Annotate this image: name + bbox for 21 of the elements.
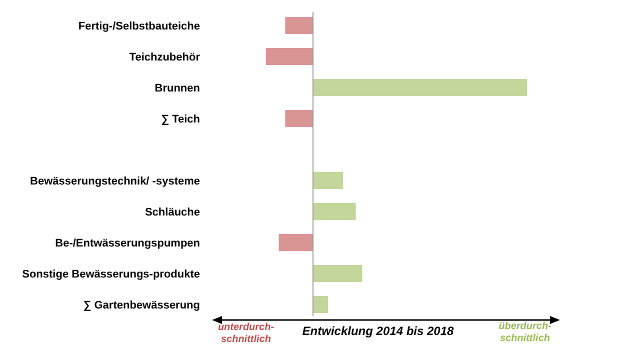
bar — [266, 48, 313, 65]
bar — [313, 203, 356, 220]
y-tick-label: Be-/Entwässerungspumpen — [55, 238, 200, 250]
bar — [313, 79, 527, 96]
bar — [285, 17, 313, 34]
y-tick-label: Teichzubehör — [129, 52, 201, 64]
y-tick-label: Bewässerungstechnik/ -systeme — [30, 176, 200, 188]
bar — [285, 110, 313, 127]
y-tick-label: Schläuche — [144, 206, 200, 218]
bar — [313, 265, 362, 282]
y-tick-label: ∑ Gartenbewässerung — [83, 300, 200, 312]
x-axis-title: Entwicklung 2014 bis 2018 — [302, 324, 454, 338]
bar — [278, 234, 313, 251]
text: überdurch- schnittlich — [498, 321, 552, 344]
bar — [313, 172, 343, 189]
y-tick-label: Fertig-/Selbstbauteiche — [78, 20, 200, 32]
text: unterdurch- schnittlich — [218, 322, 275, 345]
y-tick-label: ∑ Teich — [161, 114, 200, 126]
y-tick-label: Sonstige Bewässerungs-produkte — [22, 268, 200, 280]
bar — [313, 296, 328, 313]
y-tick-label: Brunnen — [154, 82, 200, 94]
